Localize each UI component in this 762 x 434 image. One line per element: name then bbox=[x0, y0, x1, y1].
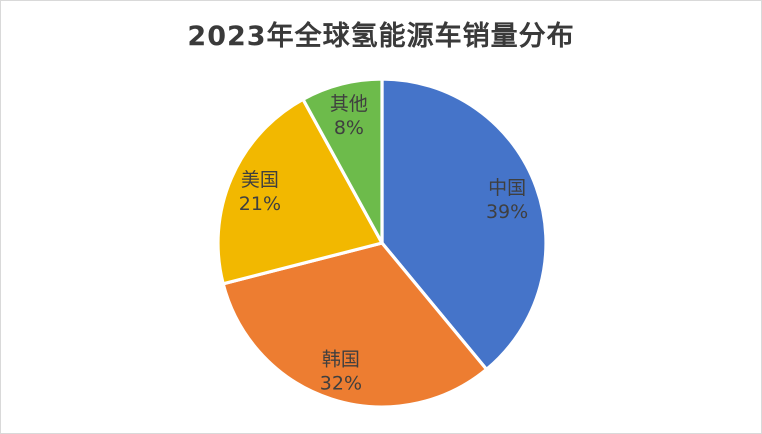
pie-slice-4 bbox=[301, 77, 384, 245]
slice-label-3: 美国 21% bbox=[239, 169, 281, 215]
slice-label-4: 其他 8% bbox=[330, 93, 368, 139]
slice-label-2: 韩国 32% bbox=[320, 349, 362, 395]
slice-label-1: 中国 39% bbox=[486, 177, 528, 223]
pie-slice-2 bbox=[221, 241, 489, 409]
pie-slice-1 bbox=[380, 77, 548, 371]
chart-title: 2023年全球氢能源车销量分布 bbox=[187, 21, 575, 52]
pie-slice-3 bbox=[216, 97, 384, 286]
